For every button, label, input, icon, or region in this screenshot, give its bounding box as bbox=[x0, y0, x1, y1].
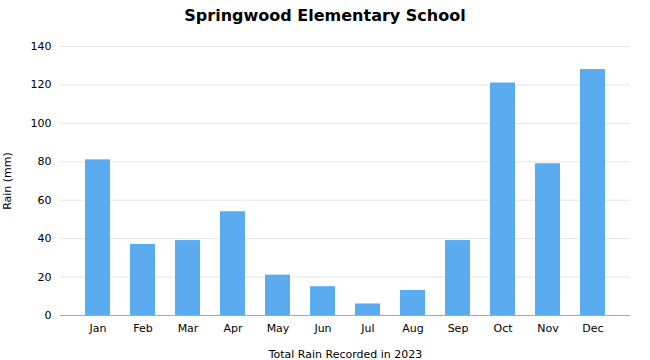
svg-text:Dec: Dec bbox=[582, 322, 603, 335]
svg-text:100: 100 bbox=[31, 117, 52, 130]
svg-text:Jul: Jul bbox=[360, 322, 374, 335]
svg-text:120: 120 bbox=[31, 78, 52, 91]
svg-text:Jun: Jun bbox=[313, 322, 331, 335]
svg-text:Rain (mm): Rain (mm) bbox=[1, 152, 14, 210]
svg-text:Total Rain Recorded in 2023: Total Rain Recorded in 2023 bbox=[268, 348, 423, 360]
svg-text:Sep: Sep bbox=[448, 322, 469, 335]
svg-text:0: 0 bbox=[45, 309, 52, 322]
svg-text:80: 80 bbox=[38, 155, 52, 168]
html-text:Springwood Elementary School: Springwood Elementary School bbox=[184, 6, 466, 25]
svg-text:Apr: Apr bbox=[223, 322, 243, 335]
svg-text:Jan: Jan bbox=[89, 322, 107, 335]
svg-text:40: 40 bbox=[38, 232, 52, 245]
svg-text:Mar: Mar bbox=[178, 322, 199, 335]
svg-text:Feb: Feb bbox=[133, 322, 152, 335]
svg-text:60: 60 bbox=[38, 194, 52, 207]
svg-text:Aug: Aug bbox=[402, 322, 423, 335]
svg-text:20: 20 bbox=[38, 271, 52, 284]
svg-text:May: May bbox=[267, 322, 290, 335]
svg-text:Oct: Oct bbox=[493, 322, 513, 335]
svg-text:Nov: Nov bbox=[537, 322, 559, 335]
svg-text:140: 140 bbox=[31, 40, 52, 53]
